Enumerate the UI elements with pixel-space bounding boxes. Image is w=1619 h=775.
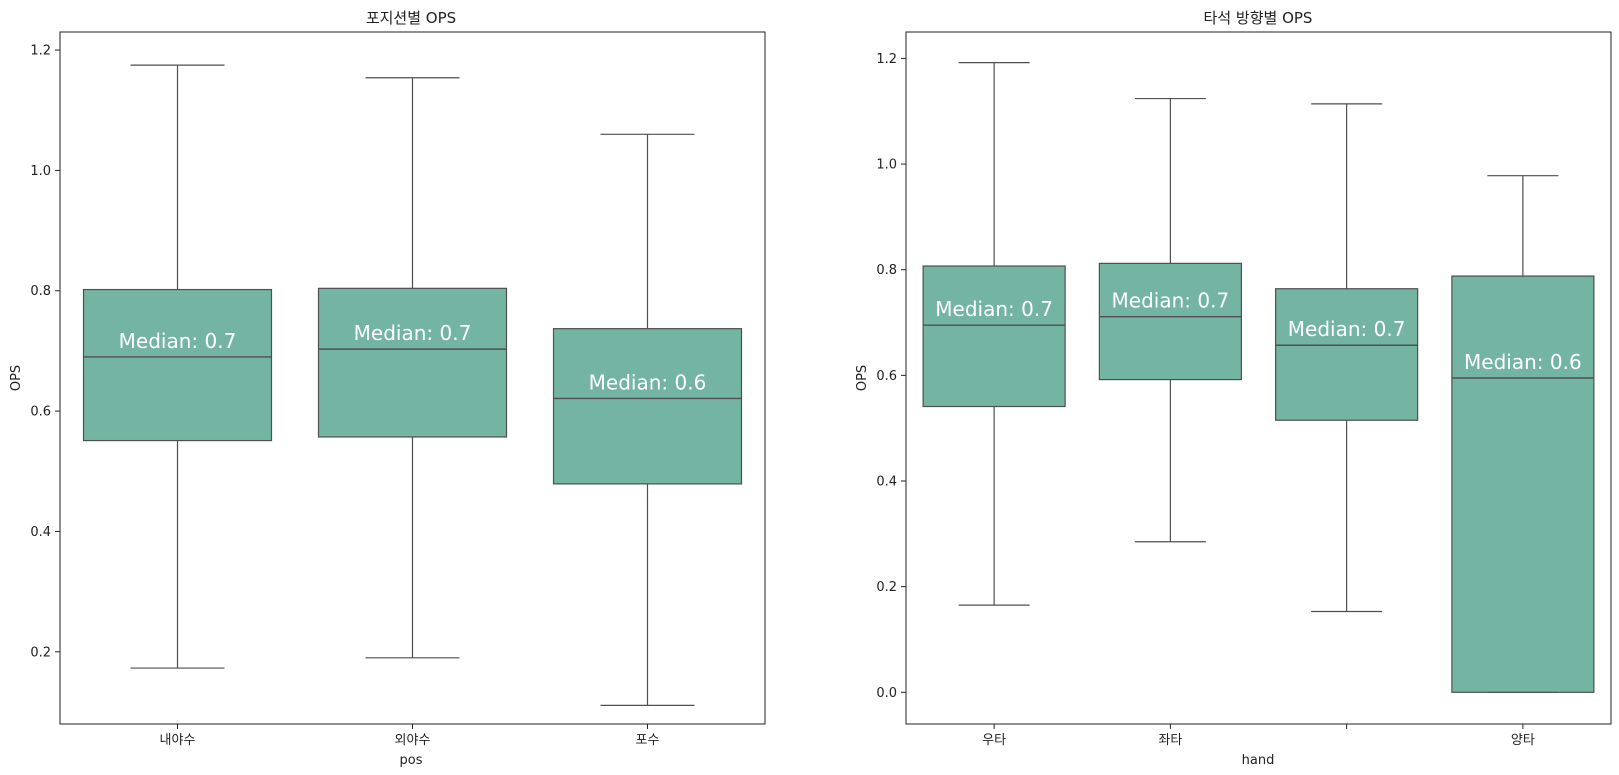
iqr-box	[317, 287, 508, 438]
iqr-box	[1275, 288, 1419, 421]
iqr-box	[82, 288, 273, 442]
box-3: Median: 0.7	[1275, 103, 1419, 613]
median-annotation: Median: 0.7	[1288, 317, 1406, 341]
box-2: Median: 0.7	[317, 77, 508, 659]
chart-position: 포지션별 OPS 0.2 0.4 0.6 0.8 1.0 1.2 내야수 외야수 포수 Med…	[9, 9, 766, 768]
y-tick-label: 0.4	[30, 525, 51, 540]
y-tick-label: 0.4	[876, 475, 897, 490]
y-axis-label: OPS	[855, 365, 870, 391]
x-tick-label: 포수	[636, 733, 660, 748]
box-1: Median: 0.7	[82, 64, 273, 669]
y-tick-label: 0.6	[30, 405, 51, 420]
y-tick-label: 0.2	[876, 580, 897, 595]
y-tick-label: 1.2	[30, 44, 51, 59]
plot-frame	[905, 31, 1612, 725]
chart-title: 타석 방향별 OPS	[1204, 9, 1313, 27]
y-tick-label: 0.8	[30, 284, 51, 299]
box-3: Median: 0.6	[552, 133, 743, 706]
box-2: Median: 0.7	[1098, 97, 1242, 543]
x-tick-label: 좌타	[1158, 733, 1182, 748]
x-tick-label: 양타	[1511, 733, 1535, 748]
median-annotation: Median: 0.6	[589, 370, 707, 394]
x-tick-label: 내야수	[160, 733, 196, 748]
box-4: Median: 0.6	[1451, 175, 1595, 693]
x-axis-ticks: 우타 좌타 양타	[982, 724, 1535, 748]
y-tick-label: 0.8	[876, 263, 897, 278]
median-annotation: Median: 0.6	[1464, 350, 1582, 374]
median-annotation: Median: 0.7	[935, 297, 1053, 321]
y-axis-label: OPS	[9, 365, 24, 391]
iqr-box	[1451, 275, 1595, 693]
median-annotation: Median: 0.7	[354, 321, 472, 345]
box-1: Median: 0.7	[922, 62, 1066, 606]
y-tick-label: 1.0	[876, 158, 897, 173]
chart-hand: 타석 방향별 OPS 0.00.20.40.60.81.01.2 우타 좌타 양타 …	[855, 9, 1612, 768]
y-axis-ticks: 0.0 0.2 0.4 0.6 0.8 1.0 1.2	[876, 52, 906, 701]
y-axis-ticks: 0.2 0.4 0.6 0.8 1.0 1.2	[30, 44, 60, 660]
x-axis-label: pos	[400, 753, 423, 768]
iqr-box	[552, 328, 743, 485]
median-annotation: Median: 0.7	[119, 329, 237, 353]
y-tick-label: 0.2	[30, 645, 51, 660]
x-tick-label: 외야수	[395, 733, 431, 748]
median-annotation: Median: 0.7	[1112, 289, 1230, 313]
iqr-box	[1098, 262, 1242, 381]
y-tick-label: 1.2	[876, 52, 897, 67]
y-tick-label: 1.0	[30, 164, 51, 179]
x-axis-ticks: 내야수 외야수 포수	[160, 724, 660, 748]
iqr-box	[922, 265, 1066, 408]
y-tick-label: 0.6	[876, 369, 897, 384]
x-axis-label: hand	[1242, 753, 1275, 768]
y-tick-label: 0.0	[876, 686, 897, 701]
box-plot-group: Median: 0.7 Median: 0.7 Median: 0.6	[82, 64, 743, 706]
x-tick-label: 우타	[982, 733, 1006, 748]
chart-title: 포지션별 OPS	[366, 9, 456, 27]
box-plot-group: Median: 0.7 Median: 0.7 Median: 0.7 Median:…	[922, 62, 1595, 693]
